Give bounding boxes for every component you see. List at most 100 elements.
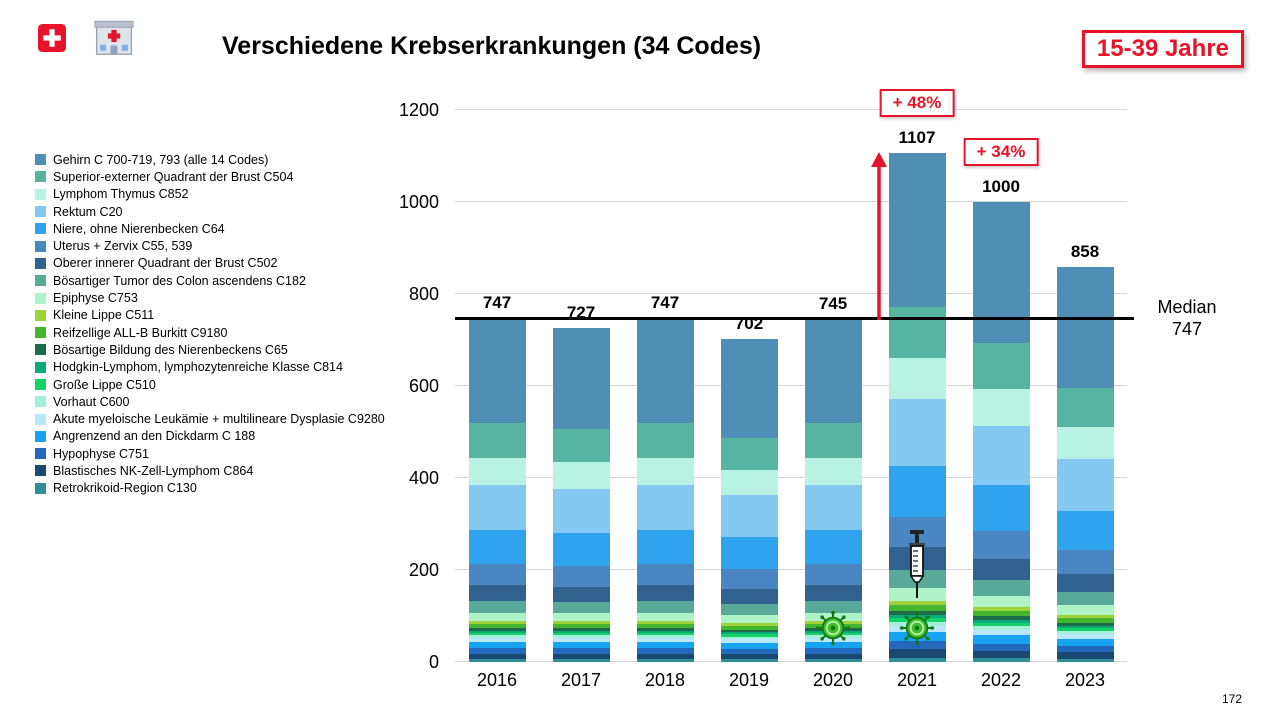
bar-segment — [972, 595, 1030, 608]
bar-segment — [552, 630, 610, 633]
bar-value-label: 727 — [566, 302, 596, 322]
legend-item: Kleine Lippe C511 — [35, 307, 385, 324]
bar-segment — [1056, 645, 1114, 653]
hospital-icon — [92, 16, 136, 56]
bar-segment — [636, 621, 694, 625]
legend-label: Blastisches NK-Zell-Lymphom C864 — [53, 463, 254, 478]
page-number: 172 — [1221, 692, 1242, 706]
legend-item: Lymphom Thymus C852 — [35, 186, 385, 203]
annotation-box: + 34% — [963, 138, 1039, 166]
bar-segment — [468, 485, 526, 530]
bar-segment — [468, 637, 526, 643]
legend-label: Rektum C20 — [53, 204, 123, 219]
bar-segment — [1056, 427, 1114, 460]
legend-item: Angrenzend an den Dickdarm C 188 — [35, 428, 385, 445]
bar-segment — [972, 616, 1030, 620]
bar-segment — [972, 622, 1030, 627]
annotation-box: + 48% — [879, 88, 955, 117]
bar-segment — [972, 635, 1030, 644]
bar-segment — [468, 624, 526, 629]
bar-segment — [972, 658, 1030, 662]
bar-segment — [1056, 605, 1114, 616]
bar-segment — [468, 642, 526, 649]
legend-label: Kleine Lippe C511 — [53, 308, 155, 323]
bar-segment — [636, 457, 694, 486]
y-axis-label: 1000 — [398, 192, 439, 212]
virus-icon — [899, 610, 935, 646]
bar-segment — [804, 659, 862, 662]
bar-2016 — [468, 318, 526, 662]
y-axis-label: 0 — [428, 652, 439, 672]
bar-segment — [972, 425, 1030, 486]
legend-swatch — [35, 379, 46, 390]
page-title: Verschiedene Krebserkrankungen (34 Codes… — [222, 32, 762, 60]
x-axis-label: 2021 — [896, 670, 938, 690]
median-line — [455, 316, 1134, 320]
bar-segment — [468, 600, 526, 613]
bar-segment — [1056, 618, 1114, 623]
bar-segment — [636, 637, 694, 643]
legend-item: Hypophyse C751 — [35, 445, 385, 462]
bar-segment — [888, 152, 946, 308]
legend: Gehirn C 700-719, 793 (alle 14 Codes) Sup… — [35, 151, 385, 497]
bar-segment — [972, 388, 1030, 426]
bar-segment — [468, 612, 526, 622]
bar-segment — [552, 489, 610, 533]
bar-value-label: 745 — [818, 294, 848, 314]
bar-segment — [720, 639, 778, 643]
bar-segment — [468, 630, 526, 633]
x-axis-label: 2017 — [560, 670, 602, 690]
bar-segment — [552, 624, 610, 629]
legend-label: Retrokrikoid-Region C130 — [53, 481, 197, 496]
bar-segment — [888, 307, 946, 359]
legend-item: Superior-externer Quadrant der Brust C50… — [35, 168, 385, 185]
legend-label: Lymphom Thymus C852 — [53, 187, 189, 202]
y-axis-label: 1200 — [398, 100, 439, 120]
legend-label: Angrenzend an den Dickdarm C 188 — [53, 429, 256, 444]
bar-segment — [972, 643, 1030, 651]
bar-2019 — [720, 339, 778, 662]
bar-segment — [972, 485, 1030, 532]
bar-segment — [888, 358, 946, 400]
bar-value-label: 1000 — [982, 177, 1020, 196]
gridline — [455, 109, 1127, 110]
legend-swatch — [35, 154, 46, 166]
legend-swatch — [35, 206, 46, 218]
bar-segment — [1056, 550, 1114, 574]
bar-segment — [468, 632, 526, 636]
syringe-icon-glyph — [909, 530, 925, 599]
legend-label: Reifzellige ALL-B Burkitt C9180 — [53, 325, 228, 340]
legend-swatch — [35, 292, 46, 304]
bar-segment — [552, 648, 610, 654]
bar-segment — [552, 613, 610, 622]
legend-label: Uterus + Zervix C55, 539 — [53, 239, 193, 254]
legend-label: Niere, ohne Nierenbecken C64 — [53, 221, 225, 236]
legend-label: Bösartige Bildung des Nierenbeckens C65 — [53, 342, 288, 357]
legend-item: Uterus + Zervix C55, 539 — [35, 237, 385, 254]
bar-segment — [720, 623, 778, 627]
bar-segment — [636, 632, 694, 636]
legend-label: Bösartiger Tumor des Colon ascendens C18… — [53, 273, 306, 288]
bar-segment — [636, 612, 694, 622]
bar-segment — [804, 457, 862, 486]
bar-segment — [804, 564, 862, 586]
legend-label: Superior-externer Quadrant der Brust C50… — [53, 169, 294, 184]
gridline — [455, 569, 1127, 570]
legend-swatch — [35, 482, 46, 494]
bar-segment — [720, 537, 778, 570]
bar-segment — [720, 659, 778, 662]
bar-segment — [972, 202, 1030, 343]
bar-segment — [1056, 591, 1114, 606]
bar-segment — [1056, 634, 1114, 639]
bar-segment — [1056, 628, 1114, 632]
bar-segment — [888, 657, 946, 662]
median-value: 747 — [1171, 319, 1203, 339]
bar-segment — [720, 437, 778, 470]
bar-segment — [804, 600, 862, 613]
bar-segment — [552, 462, 610, 490]
legend-swatch — [35, 327, 46, 339]
y-axis-label: 800 — [408, 284, 439, 304]
bar-value-label: 747 — [650, 293, 680, 313]
bar-segment — [552, 428, 610, 463]
legend-item: Hodgkin-Lymphom, lymphozytenreiche Klass… — [35, 359, 385, 376]
